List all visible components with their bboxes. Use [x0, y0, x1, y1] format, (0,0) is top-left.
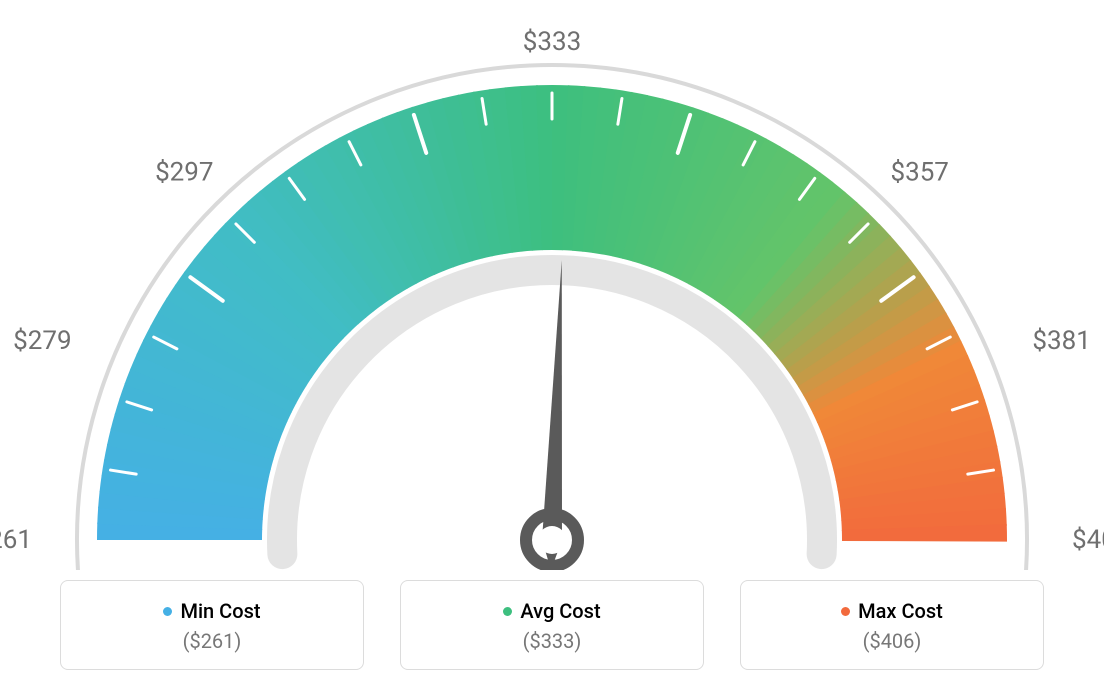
gauge-needle: [542, 260, 562, 570]
cost-gauge: $261 $279 $297 $333 $357 $381 $406: [0, 0, 1104, 570]
gauge-label: $333: [523, 27, 581, 57]
dot-icon: [163, 607, 172, 616]
dot-icon: [841, 607, 850, 616]
legend-title-min: Min Cost: [163, 599, 260, 623]
gauge-label: $279: [13, 326, 71, 356]
legend-title-max: Max Cost: [841, 599, 943, 623]
legend-value: ($261): [73, 629, 351, 653]
gauge-hub-inner: [538, 526, 566, 554]
legend-value: ($406): [753, 629, 1031, 653]
legend-value: ($333): [413, 629, 691, 653]
legend-title-avg: Avg Cost: [503, 599, 600, 623]
legend-row: Min Cost ($261) Avg Cost ($333) Max Cost…: [0, 580, 1104, 670]
legend-label: Min Cost: [180, 599, 260, 623]
legend-card-min: Min Cost ($261): [60, 580, 364, 670]
dot-icon: [503, 607, 512, 616]
legend-card-avg: Avg Cost ($333): [400, 580, 704, 670]
gauge-label: $297: [155, 157, 213, 187]
gauge-svg: $261 $279 $297 $333 $357 $381 $406: [0, 0, 1104, 570]
legend-label: Avg Cost: [520, 599, 600, 623]
legend-label: Max Cost: [858, 599, 943, 623]
gauge-label: $406: [1072, 525, 1104, 555]
gauge-label: $261: [0, 525, 32, 555]
gauge-label: $381: [1032, 326, 1090, 356]
gauge-label: $357: [890, 157, 948, 187]
legend-card-max: Max Cost ($406): [740, 580, 1044, 670]
